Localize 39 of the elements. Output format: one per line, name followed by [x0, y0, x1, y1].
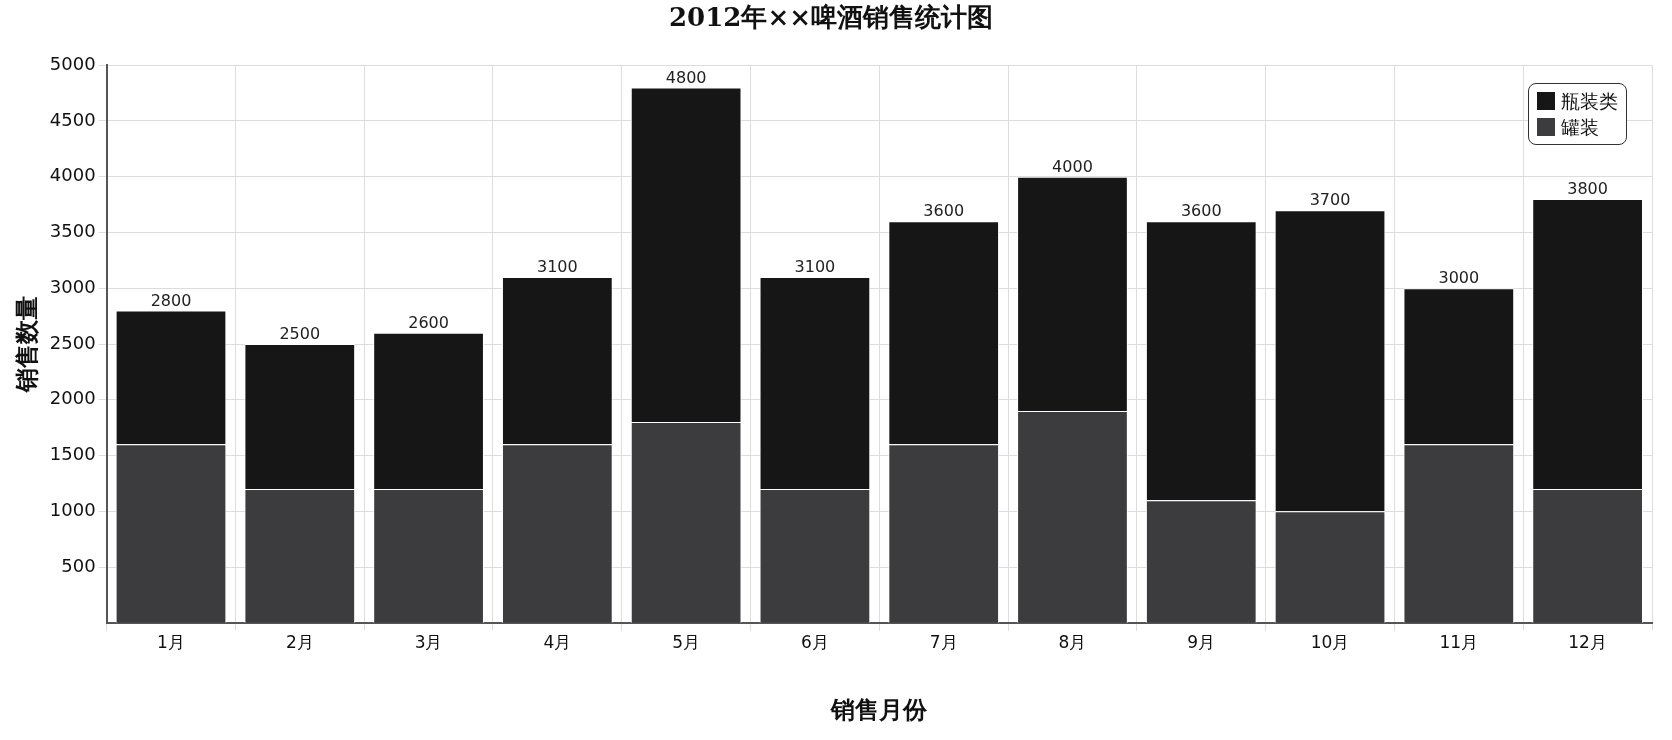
y-tick-label: 5000	[49, 52, 96, 74]
y-axis-title: 销售数量	[11, 296, 41, 393]
x-tick-label: 12月	[1568, 632, 1607, 653]
x-tick-label: 2月	[285, 632, 314, 653]
total-label: 4800	[665, 67, 707, 87]
x-tick-label: 7月	[929, 632, 958, 653]
x-tick-label: 1月	[157, 632, 185, 653]
legend-label: 瓶装类	[1561, 89, 1618, 115]
total-label: 2500	[279, 324, 321, 344]
x-tick-label: 4月	[543, 632, 572, 653]
total-label: 2600	[408, 313, 449, 332]
y-tick-label: 4000	[49, 164, 96, 186]
y-tick-label: 3000	[49, 275, 96, 297]
total-label: 3100	[794, 257, 836, 277]
total-label: 3700	[1309, 190, 1351, 210]
x-tick-label: 8月	[1058, 632, 1087, 653]
total-label: 4000	[1052, 156, 1093, 176]
y-tick-label: 2500	[49, 331, 96, 353]
legend-label: 罐装	[1561, 115, 1599, 141]
y-tick-label: 1500	[49, 443, 96, 465]
y-tick-label: 4500	[49, 108, 96, 130]
total-label: 3800	[1567, 179, 1608, 199]
x-tick-label: 5月	[672, 632, 701, 653]
y-tick-label: 1000	[49, 498, 96, 520]
x-tick-label: 11月	[1439, 632, 1479, 653]
total-label: 3600	[1180, 201, 1222, 221]
x-axis-title: 销售月份	[830, 694, 929, 724]
x-tick-label: 6月	[801, 632, 829, 653]
x-tick-label: 9月	[1187, 632, 1216, 653]
y-tick-label: 3500	[49, 220, 96, 242]
x-tick-label: 10月	[1310, 632, 1350, 653]
y-tick-label: 2000	[49, 387, 96, 409]
chart-title: 2012年××啤酒销售统计图	[669, 2, 993, 33]
total-label: 3100	[536, 257, 578, 277]
x-tick-label: 3月	[414, 632, 443, 653]
total-label: 3600	[923, 201, 965, 221]
y-tick-label: 500	[61, 554, 96, 576]
total-label: 3000	[1438, 268, 1480, 288]
total-label: 2800	[150, 290, 192, 310]
